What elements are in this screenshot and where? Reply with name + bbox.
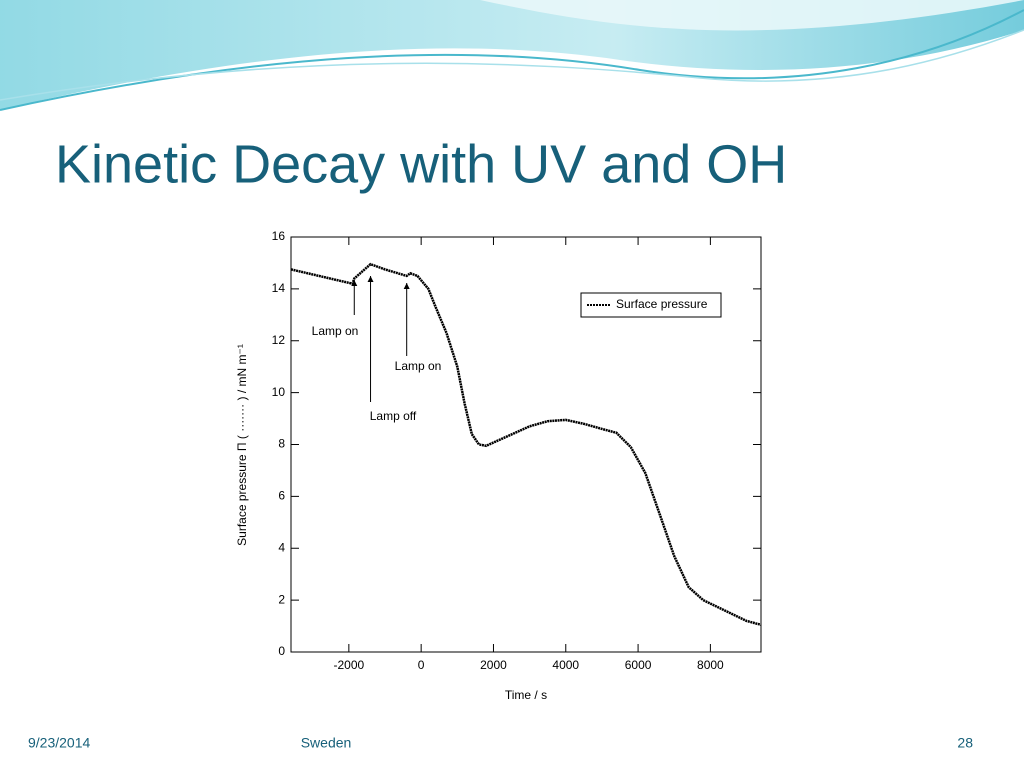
y-tick-label: 2 (278, 592, 285, 606)
data-line (290, 262, 762, 627)
annotation: Lamp on (395, 359, 442, 373)
legend-label: Surface pressure (616, 297, 708, 311)
x-tick-label: 2000 (480, 658, 507, 672)
header-waves (0, 0, 1024, 111)
y-tick-label: 14 (272, 281, 286, 295)
annotation: Lamp off (370, 409, 417, 423)
x-tick-label: -2000 (333, 658, 364, 672)
x-tick-label: 4000 (552, 658, 579, 672)
y-tick-label: 10 (272, 385, 286, 399)
footer-date: 9/23/2014 (28, 735, 90, 751)
legend-box (580, 292, 722, 318)
chart: 0 2 4 6 8 10 12 14 16 -2000 0 2000 4000 6000 8000 Time … (235, 229, 762, 702)
footer-text: Sweden (301, 735, 352, 751)
x-tick-label: 8000 (697, 658, 724, 672)
slide-number: 28 (957, 735, 973, 751)
x-axis-label: Time / s (505, 688, 547, 702)
x-tick-label: 0 (418, 658, 425, 672)
y-tick-label: 4 (278, 540, 285, 554)
y-tick-label: 6 (278, 489, 285, 503)
slide-title: Kinetic Decay with UV and OH (55, 134, 787, 194)
chart-background (226, 215, 798, 709)
y-tick-label: 8 (278, 437, 285, 451)
y-axis-label: Surface pressure Π ( ······· ) / mN m⁻¹ (235, 344, 249, 546)
annotation: Lamp on (312, 324, 359, 338)
x-tick-label: 6000 (625, 658, 652, 672)
y-tick-label: 0 (278, 644, 285, 658)
y-tick-label: 12 (272, 333, 286, 347)
y-tick-label: 16 (272, 229, 286, 243)
